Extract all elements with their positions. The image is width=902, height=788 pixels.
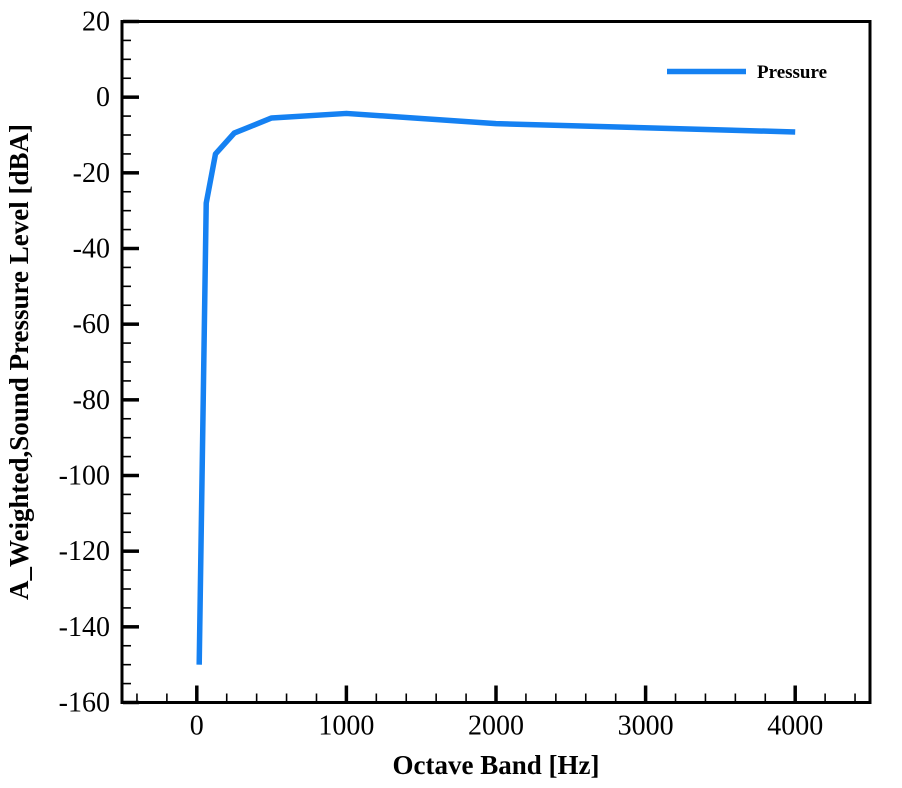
data-line-pressure — [196, 110, 796, 665]
data-series-group — [196, 110, 796, 665]
x-axis-title: Octave Band [Hz] — [393, 750, 600, 780]
y-tick-label: -100 — [59, 461, 110, 492]
legend-series-label: Pressure — [757, 62, 827, 83]
y-tick-label: -80 — [73, 385, 110, 416]
y-tick-label: 20 — [82, 7, 110, 38]
y-axis-title: A_Weighted,Sound Pressure Level [dBA] — [4, 124, 34, 600]
y-tick-label: -140 — [59, 612, 110, 643]
y-tick-label: -40 — [73, 234, 110, 265]
y-tick-label: 0 — [96, 82, 110, 113]
y-tick-label: -60 — [73, 309, 110, 340]
x-tick-label: 4000 — [767, 711, 823, 742]
plot-border — [120, 20, 872, 704]
legend: Pressure — [667, 62, 827, 83]
x-tick-label: 0 — [190, 711, 204, 742]
x-tick-label: 1000 — [318, 711, 374, 742]
y-tick-label: -120 — [59, 536, 110, 567]
y-tick-label: -160 — [59, 688, 110, 719]
x-tick-label: 2000 — [468, 711, 524, 742]
y-tick-label: -20 — [73, 158, 110, 189]
axis-tick-labels: 0 1000 2000 3000 4000 20 0 -20 -40 -60 -80 -100 -120… — [59, 7, 824, 742]
x-tick-label: 3000 — [618, 711, 674, 742]
plot-frame — [120, 20, 872, 704]
axis-ticks — [123, 19, 856, 705]
